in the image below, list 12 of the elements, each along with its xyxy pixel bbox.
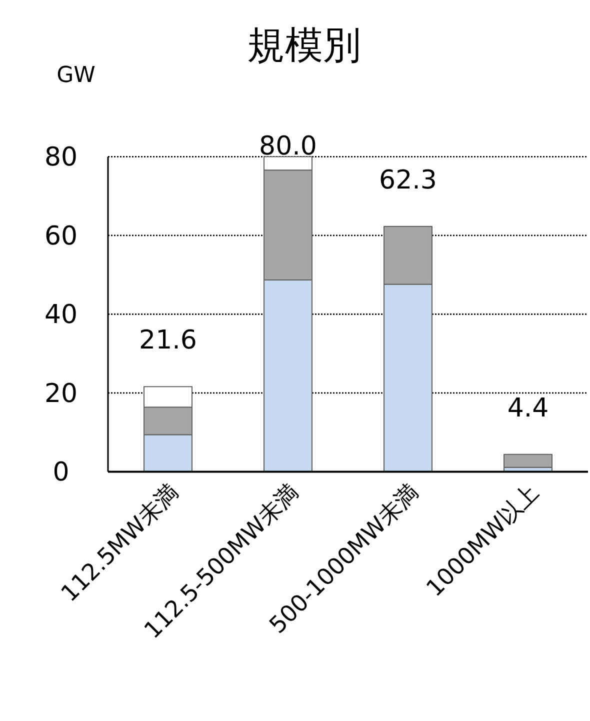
total-label: 80.0	[259, 132, 317, 162]
y-tick-label: 20	[44, 378, 78, 409]
bar	[504, 454, 552, 468]
y-tick-label: 40	[44, 300, 78, 330]
chart-title: 規模別	[247, 23, 361, 67]
y-tick-label: 60	[44, 221, 78, 252]
y-axis-title: GW	[56, 63, 96, 88]
total-label: 62.3	[379, 165, 437, 196]
total-label: 21.6	[139, 326, 197, 356]
y-tick-label: 0	[52, 458, 70, 488]
y-tick-label: 80	[44, 142, 78, 173]
total-label: 4.4	[507, 393, 549, 424]
